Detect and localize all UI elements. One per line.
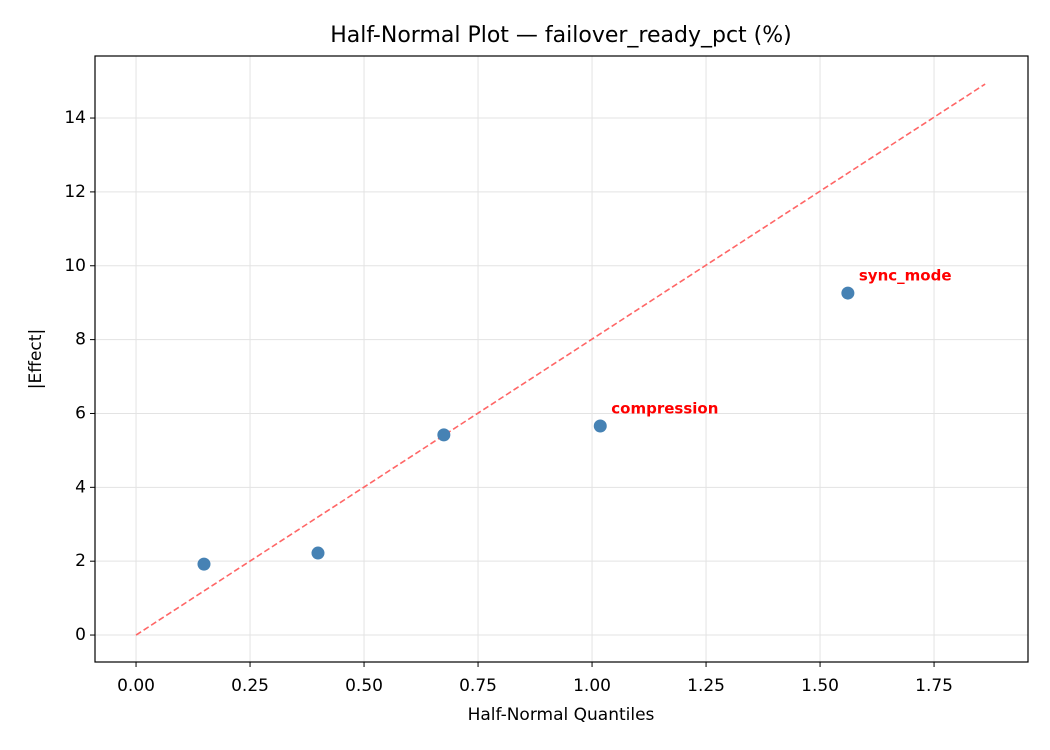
y-tick-label: 14 [64,108,86,128]
y-tick-label: 0 [75,625,86,645]
data-point [197,557,211,571]
x-tick-label: 1.75 [915,676,953,696]
x-tick-label: 1.25 [687,676,725,696]
y-axis-label: |Effect| [26,329,46,389]
chart-title: Half-Normal Plot — failover_ready_pct (%… [330,23,791,48]
data-point [593,419,607,433]
data-point [437,428,451,442]
y-tick-label: 12 [64,182,86,202]
y-tick-label: 2 [75,551,86,571]
point-label: compression [611,400,718,418]
x-tick-label: 1.50 [801,676,839,696]
data-point [311,546,325,560]
y-tick-label: 6 [75,403,86,423]
x-tick-label: 0.50 [345,676,383,696]
y-tick-label: 4 [75,477,86,497]
x-tick-label: 0.25 [231,676,269,696]
reference-line [135,83,986,636]
x-tick-label: 0.00 [117,676,155,696]
x-axis-label: Half-Normal Quantiles [468,705,655,725]
x-tick-label: 0.75 [459,676,497,696]
x-tick-label: 1.00 [573,676,611,696]
plot-frame [94,55,1029,663]
y-tick-label: 8 [75,330,86,350]
point-label: sync_mode [859,267,952,285]
y-tick-label: 10 [64,256,86,276]
data-point [841,286,855,300]
